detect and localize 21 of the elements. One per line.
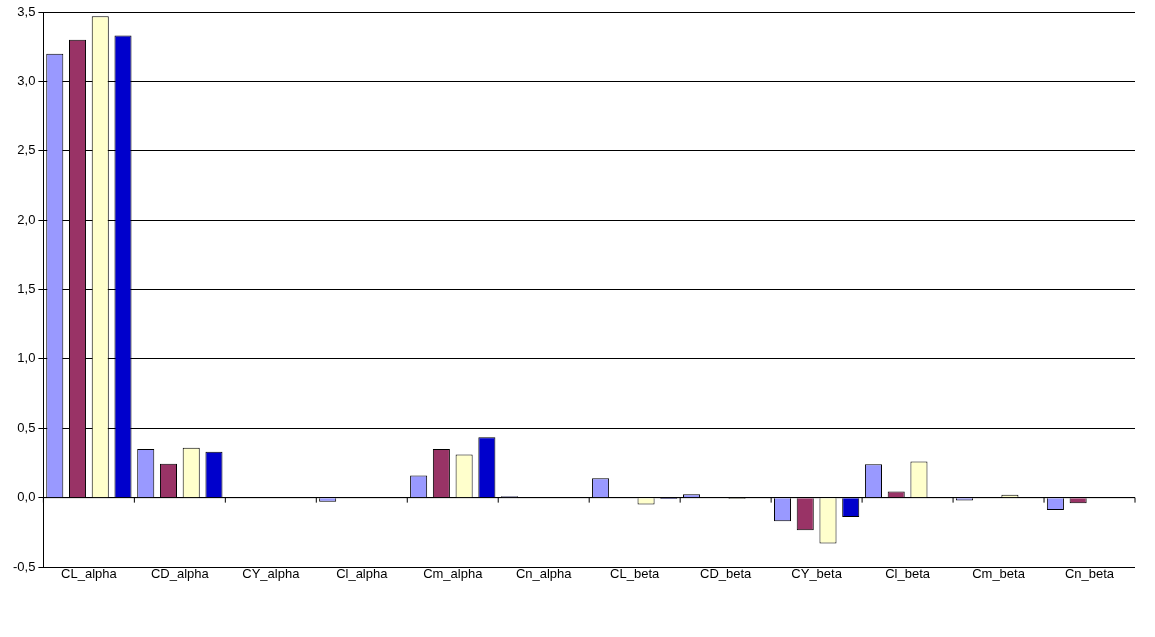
x-tick-label: Cl_beta (885, 566, 931, 582)
y-tick-label: 1,0 (17, 350, 36, 366)
y-tick-label: 0,0 (17, 489, 36, 505)
x-tick-label: CD_alpha (150, 566, 210, 582)
y-tick-label: -0,5 (12, 558, 36, 574)
x-tick-label: CL_beta (610, 566, 661, 582)
x-tick-label: CY_beta (791, 566, 843, 582)
x-tick-label: CY_alpha (242, 566, 301, 582)
x-tick-label: CD_beta (699, 566, 753, 582)
x-tick-label: Cm_beta (972, 566, 1026, 582)
y-tick-label: 3,5 (17, 3, 36, 19)
y-tick-label: 2,5 (17, 142, 36, 158)
y-tick-label: 1,5 (17, 281, 36, 297)
x-tick-label: Cm_alpha (423, 566, 484, 582)
x-tick-label: Cl_alpha (336, 566, 389, 582)
y-tick-label: 2,0 (17, 211, 36, 227)
x-tick-label: Cn_beta (1064, 566, 1115, 582)
y-tick-label: 3,0 (17, 72, 36, 88)
x-tick-label: Cn_alpha (515, 566, 573, 582)
x-tick-label: CL_alpha (61, 566, 118, 582)
y-tick-label: 0,5 (17, 419, 36, 435)
